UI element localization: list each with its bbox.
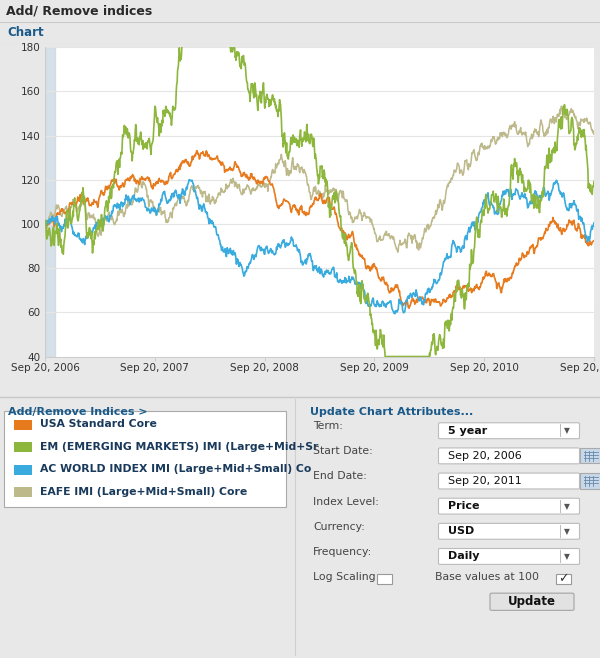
Text: Price: Price (448, 501, 479, 511)
FancyBboxPatch shape (439, 498, 580, 514)
Text: EM (EMERGING MARKETS) IMI (Large+Mid+Sr: EM (EMERGING MARKETS) IMI (Large+Mid+Sr (40, 442, 319, 452)
Text: Add/Remove Indices >: Add/Remove Indices > (8, 407, 148, 417)
FancyBboxPatch shape (377, 574, 392, 584)
Text: Currency:: Currency: (313, 522, 365, 532)
FancyBboxPatch shape (439, 423, 580, 439)
FancyBboxPatch shape (490, 593, 574, 611)
FancyBboxPatch shape (14, 465, 32, 474)
FancyBboxPatch shape (14, 488, 32, 497)
Text: ▼: ▼ (564, 552, 570, 561)
Bar (45, 47, 55, 357)
FancyBboxPatch shape (439, 549, 580, 565)
Text: Log Scaling: Log Scaling (313, 572, 376, 582)
Text: ▼: ▼ (564, 501, 570, 511)
Text: USD: USD (448, 526, 474, 536)
Text: Index Level:: Index Level: (313, 497, 379, 507)
Text: Add/ Remove indices: Add/ Remove indices (6, 5, 152, 18)
Text: 5 year: 5 year (448, 426, 487, 436)
FancyBboxPatch shape (439, 473, 580, 489)
FancyBboxPatch shape (14, 420, 32, 430)
Text: Term:: Term: (313, 421, 343, 431)
FancyBboxPatch shape (556, 574, 571, 584)
Text: AC WORLD INDEX IMI (Large+Mid+Small) Co: AC WORLD INDEX IMI (Large+Mid+Small) Co (40, 465, 311, 474)
Text: Update: Update (508, 595, 556, 608)
FancyBboxPatch shape (580, 473, 600, 489)
FancyBboxPatch shape (4, 411, 286, 507)
Text: EAFE IMI (Large+Mid+Small) Core: EAFE IMI (Large+Mid+Small) Core (40, 487, 247, 497)
Text: Frequency:: Frequency: (313, 547, 372, 557)
Text: USA Standard Core: USA Standard Core (40, 419, 157, 430)
Text: Daily: Daily (448, 551, 479, 561)
FancyBboxPatch shape (580, 448, 600, 463)
Text: Chart: Chart (7, 26, 44, 39)
Text: ▼: ▼ (564, 527, 570, 536)
FancyBboxPatch shape (439, 448, 580, 464)
FancyBboxPatch shape (14, 442, 32, 452)
Text: ✓: ✓ (558, 572, 568, 585)
Text: Base values at 100: Base values at 100 (435, 572, 539, 582)
Text: Start Date:: Start Date: (313, 446, 373, 456)
Text: ▼: ▼ (564, 426, 570, 435)
Text: End Date:: End Date: (313, 471, 367, 482)
Text: Sep 20, 2011: Sep 20, 2011 (448, 476, 522, 486)
FancyBboxPatch shape (439, 523, 580, 540)
Text: Update Chart Attributes...: Update Chart Attributes... (310, 407, 473, 417)
Text: Sep 20, 2006: Sep 20, 2006 (448, 451, 522, 461)
